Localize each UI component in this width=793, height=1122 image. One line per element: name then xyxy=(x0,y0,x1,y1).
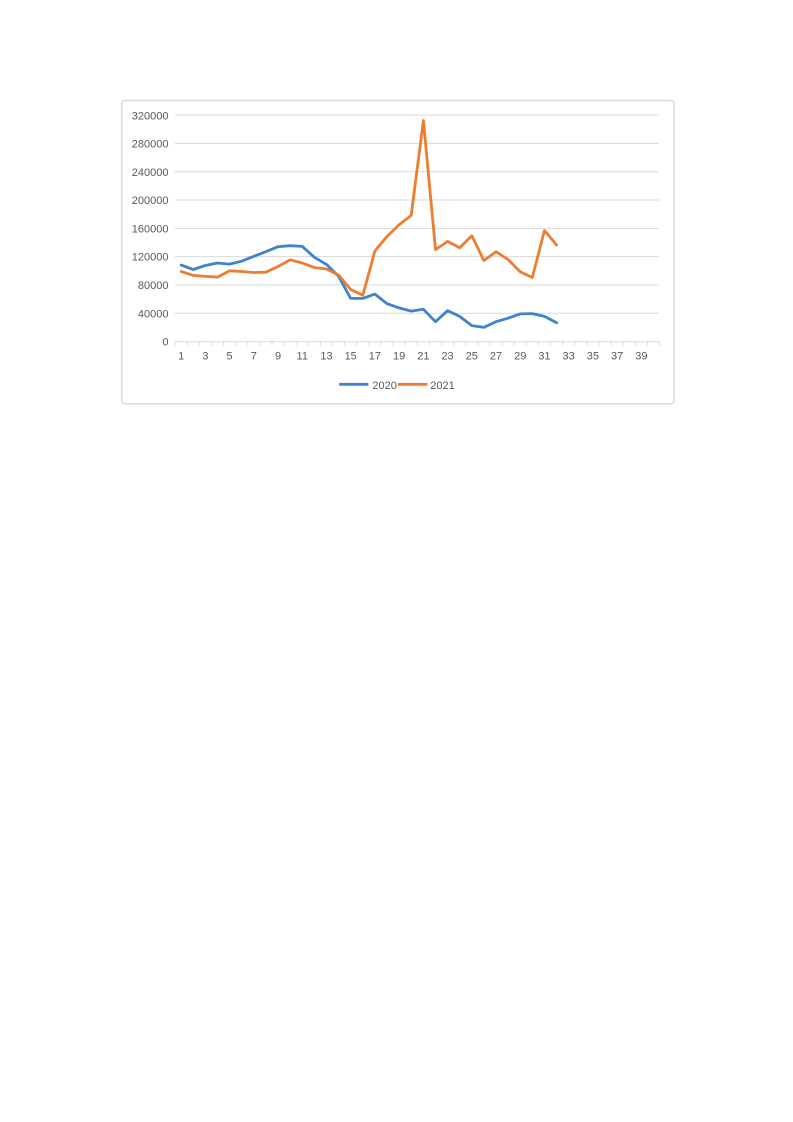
svg-text:280000: 280000 xyxy=(132,139,169,151)
svg-text:13: 13 xyxy=(320,351,332,363)
svg-text:7: 7 xyxy=(251,351,257,363)
svg-text:9: 9 xyxy=(275,351,281,363)
svg-text:80000: 80000 xyxy=(138,280,169,292)
svg-text:37: 37 xyxy=(611,351,623,363)
svg-text:19: 19 xyxy=(393,351,405,363)
svg-text:31: 31 xyxy=(538,351,550,363)
svg-text:0: 0 xyxy=(162,337,168,349)
svg-text:3: 3 xyxy=(202,351,208,363)
svg-text:17: 17 xyxy=(369,351,381,363)
svg-text:5: 5 xyxy=(227,351,233,363)
svg-text:25: 25 xyxy=(466,351,478,363)
svg-text:200000: 200000 xyxy=(132,195,169,207)
svg-text:33: 33 xyxy=(563,351,575,363)
svg-text:2021: 2021 xyxy=(430,380,454,392)
svg-text:40000: 40000 xyxy=(138,308,169,320)
svg-text:1: 1 xyxy=(178,351,184,363)
svg-text:29: 29 xyxy=(514,351,526,363)
svg-text:39: 39 xyxy=(635,351,647,363)
svg-text:27: 27 xyxy=(490,351,502,363)
svg-text:120000: 120000 xyxy=(132,252,169,264)
svg-text:21: 21 xyxy=(417,351,429,363)
svg-text:35: 35 xyxy=(587,351,599,363)
svg-text:2020: 2020 xyxy=(372,380,396,392)
svg-text:160000: 160000 xyxy=(132,223,169,235)
svg-text:23: 23 xyxy=(441,351,453,363)
svg-text:320000: 320000 xyxy=(132,110,169,122)
svg-text:240000: 240000 xyxy=(132,167,169,179)
svg-text:15: 15 xyxy=(345,351,357,363)
svg-text:11: 11 xyxy=(297,351,308,363)
